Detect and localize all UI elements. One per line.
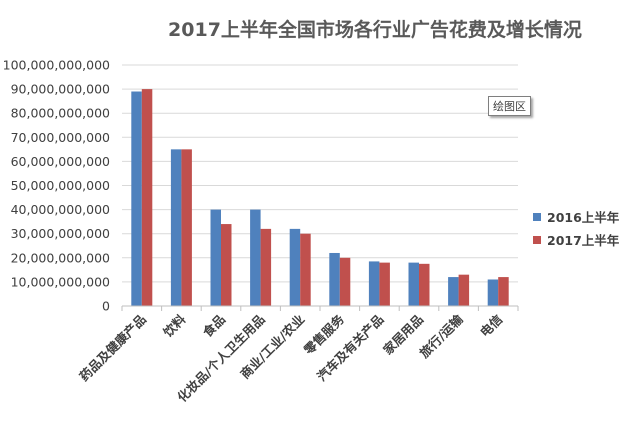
x-axis-category-labels: 药品及健康产品 饮料 食品化妆品/个人卫生用品商业/工业/农业零售服务汽车及有关产品… — [76, 311, 505, 405]
plot-area-tooltip: 绘图区 — [488, 96, 531, 116]
bar-series-2016 — [210, 209, 221, 306]
bar-series-2016 — [131, 91, 142, 306]
x-category-label: 药品及健康产品 — [76, 312, 148, 384]
chart-title: 2017上半年全国市场各行业广告花费及增长情况 — [168, 18, 582, 41]
x-category-label: 饮料 — [160, 311, 189, 340]
y-tick-label: 80,000,000,000 — [11, 106, 110, 121]
bars — [131, 89, 509, 306]
bar-series-2017 — [379, 262, 390, 306]
legend-label: 2016上半年 — [547, 210, 620, 225]
bar-series-2016 — [368, 261, 380, 306]
bar-series-2016 — [289, 228, 301, 306]
bar-series-2017 — [458, 274, 470, 306]
bar-series-2017 — [419, 263, 430, 306]
y-tick-label: 0 — [102, 299, 110, 314]
bar-series-2016 — [329, 252, 340, 306]
y-tick-label: 100,000,000,000 — [3, 58, 110, 73]
legend-label: 2017上半年 — [547, 233, 620, 248]
bar-series-2016 — [170, 149, 182, 306]
bar-series-2017 — [300, 233, 311, 306]
y-tick-label: 50,000,000,000 — [11, 178, 110, 193]
y-axis-tick-labels: 0 10,000,000,000 20,000,000,000 30,000,000,… — [3, 58, 110, 314]
y-tick-label: 20,000,000,000 — [11, 250, 110, 265]
y-tick-label: 40,000,000,000 — [11, 202, 110, 217]
bar-series-2017 — [498, 277, 509, 306]
legend-swatch — [533, 236, 541, 244]
x-category-label: 食品 — [199, 312, 228, 341]
legend-swatch — [533, 213, 541, 221]
y-tick-label: 10,000,000,000 — [11, 274, 110, 289]
bar-series-2017 — [221, 224, 232, 306]
y-tick-label: 90,000,000,000 — [11, 82, 110, 97]
bar-series-2016 — [250, 209, 261, 306]
bar-series-2017 — [339, 257, 351, 306]
x-category-label: 旅行/运输 — [416, 311, 466, 361]
bar-series-2016 — [487, 279, 499, 306]
legend: 2016上半年 2017上半年 — [533, 210, 620, 248]
x-axis — [121, 305, 519, 311]
bar-series-2017 — [141, 89, 153, 306]
y-tick-label: 70,000,000,000 — [11, 130, 110, 145]
y-tick-label: 30,000,000,000 — [11, 226, 110, 241]
bar-series-2017 — [181, 149, 192, 306]
bar-series-2017 — [260, 228, 272, 306]
y-tick-label: 60,000,000,000 — [11, 154, 110, 169]
bar-series-2016 — [408, 262, 419, 306]
x-category-label: 电信 — [477, 311, 506, 340]
bar-series-2016 — [448, 277, 459, 306]
